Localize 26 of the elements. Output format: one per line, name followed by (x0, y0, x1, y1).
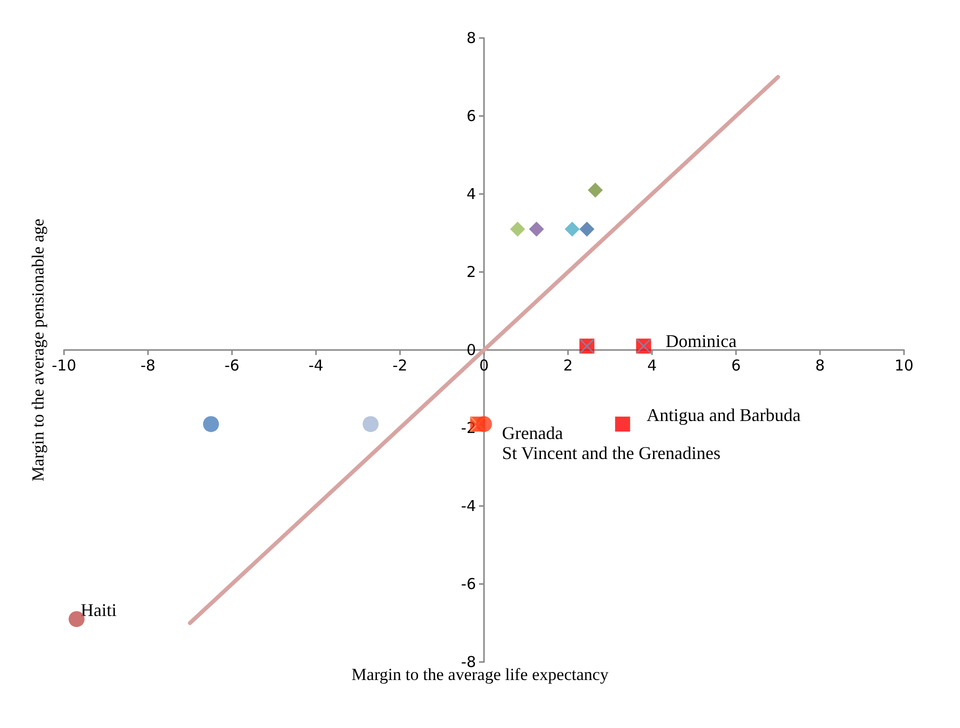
y-tick-label: -2 (461, 419, 476, 437)
y-tick-label: -6 (461, 575, 476, 593)
annotation: Haiti (80, 600, 117, 620)
y-tick-label: -4 (461, 497, 476, 515)
x-tick-label: -8 (140, 356, 156, 374)
x-tick-label: 10 (894, 356, 914, 374)
x-tick-label: -2 (392, 356, 408, 374)
x-tick-label: 2 (563, 356, 573, 374)
x-tick-label: 0 (479, 356, 489, 374)
y-tick-label: -8 (461, 653, 476, 671)
annotation: St Vincent and the Grenadines (502, 443, 721, 464)
annotation: Dominica (666, 331, 737, 352)
annotation: Antigua and Barbuda (646, 405, 801, 426)
y-tick-label: 0 (466, 341, 476, 359)
x-tick-label: -10 (52, 356, 76, 374)
annotation: Grenada (502, 423, 563, 444)
x-tick-label: 6 (731, 356, 741, 374)
y-tick-label: 6 (466, 107, 476, 125)
y-axis-title: Margin to the average pensionable age (28, 218, 48, 482)
y-tick-label: 2 (466, 263, 476, 281)
y-tick-label: 8 (466, 29, 476, 47)
x-tick-label: -4 (308, 356, 324, 374)
y-tick-label: 4 (466, 185, 476, 203)
x-tick-label: 8 (815, 356, 825, 374)
x-tick-label: -6 (224, 356, 240, 374)
x-tick-label: 4 (647, 356, 657, 374)
